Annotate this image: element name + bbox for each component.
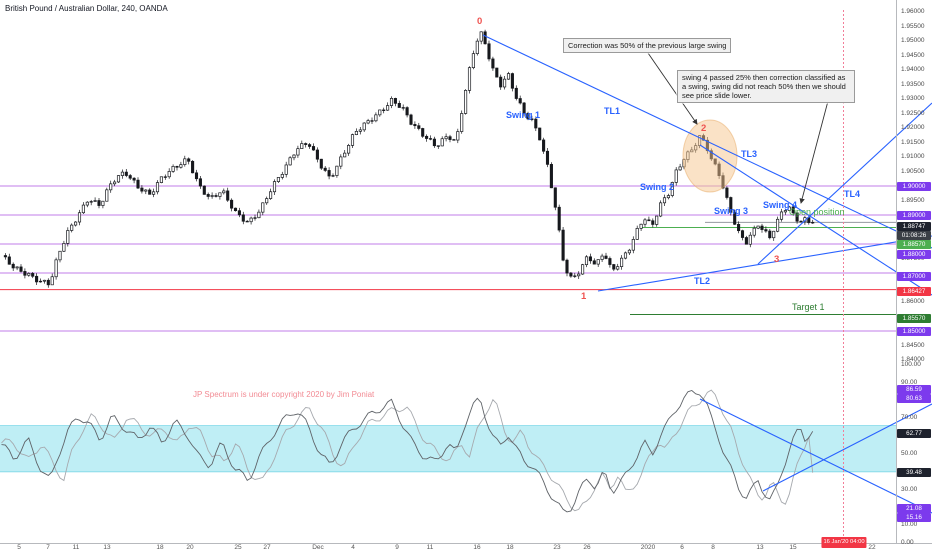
price-axis-label: 1.89500 (901, 196, 925, 204)
chart-annotation-label[interactable]: Target 1 (792, 302, 825, 312)
chart-annotation-label[interactable]: Swing 4 (763, 200, 798, 210)
price-axis-badge: 1.85570 (897, 313, 931, 323)
chart-annotation-label[interactable]: Swing 1 (506, 110, 541, 120)
price-axis-badge: 1.88570 (897, 239, 931, 249)
price-axis-label: 1.93500 (901, 80, 925, 88)
time-axis-label: 16 (473, 544, 481, 550)
price-axis-badge: 1.88747 (897, 221, 931, 231)
price-axis-label: 1.90500 (901, 167, 925, 175)
time-axis-label: 7 (46, 544, 50, 550)
time-axis-label: 22 (868, 544, 876, 550)
indicator-axis-label: 10.00 (901, 521, 918, 529)
time-axis-label: 9 (395, 544, 399, 550)
time-axis-label: 18 (156, 544, 164, 550)
price-axis-label: 1.86000 (901, 298, 925, 305)
time-axis-label: 8 (711, 544, 715, 550)
chart-annotation-label[interactable]: 1 (581, 291, 587, 302)
indicator-axis-label: 0.00 (901, 539, 914, 546)
chart-annotation-label[interactable]: TL3 (741, 149, 758, 159)
indicator-band (0, 425, 896, 472)
price-axis-badge: 1.90000 (897, 181, 931, 191)
price-axis-label: 1.96000 (901, 8, 925, 15)
indicator-axis-label: 100.00 (901, 361, 921, 368)
indicator-line[interactable] (1, 389, 814, 513)
chart-annotation-label[interactable]: 2 (701, 123, 707, 134)
indicator-axis-label: 70.00 (901, 414, 918, 422)
price-axis-badge: 01:08:26 (897, 230, 931, 240)
price-axis-badge: 80.63 (897, 393, 931, 403)
trend-line[interactable] (757, 102, 932, 265)
indicator-axis-label: 90.00 (901, 378, 918, 386)
price-axis-badge: 1.88000 (897, 249, 931, 259)
chart-annotation-label[interactable]: JP Spectrum is under copyright 2020 by J… (193, 390, 375, 399)
price-axis-badge: 62.77 (897, 428, 931, 438)
symbol-title: British Pound / Australian Dollar, 240, … (5, 4, 168, 13)
time-axis-date-badge: 16 Jan'20 04:00 (821, 537, 867, 548)
time-axis-label: 27 (263, 544, 271, 550)
time-axis-label: 26 (583, 544, 591, 550)
price-axis-label: 1.93000 (901, 95, 925, 102)
chart-annotation-label[interactable]: TL1 (604, 106, 621, 116)
price-axis-badge: 1.86427 (897, 286, 931, 296)
candlestick-series[interactable] (3, 29, 815, 288)
time-axis-label: 5 (17, 544, 21, 550)
chart-annotation-label[interactable]: 3 (774, 254, 780, 265)
price-axis-badge: 15.16 (897, 512, 931, 522)
annotation-note-correction[interactable]: Correction was 50% of the previous large… (563, 38, 732, 53)
trend-line[interactable] (699, 398, 932, 514)
time-axis-label: 15 (789, 544, 797, 550)
time-axis-label: 4 (351, 544, 355, 550)
trend-line[interactable] (699, 144, 932, 296)
indicator-axis-label: 30.00 (901, 485, 918, 493)
time-axis-label: 13 (103, 544, 111, 550)
price-axis-badge: 21.08 (897, 503, 931, 513)
price-axis-badge: 1.89000 (897, 210, 931, 220)
indicator-axis-label: 50.00 (901, 450, 918, 457)
price-axis-badge: 1.87000 (897, 271, 931, 281)
time-axis-label: 20 (186, 544, 194, 550)
time-axis-label: 13 (756, 544, 764, 550)
chart-annotation-label[interactable]: TL4 (844, 189, 861, 199)
time-axis-label: 18 (506, 544, 514, 550)
price-axis-badge: 39.48 (897, 467, 931, 477)
price-axis-label: 1.94500 (901, 51, 925, 59)
price-axis-label: 1.92000 (901, 124, 925, 131)
time-axis-label: 2020 (640, 544, 656, 550)
annotation-arrow (647, 52, 698, 125)
time-axis-label: Dec (312, 544, 324, 550)
chart-annotation-label[interactable]: Swing 3 (714, 206, 749, 216)
time-axis-label: 6 (680, 544, 684, 550)
chart-annotation-label[interactable]: Open position (789, 207, 845, 217)
price-axis-label: 1.84500 (901, 341, 925, 349)
time-axis-label: 25 (234, 544, 242, 550)
price-axis-label: 1.84000 (901, 356, 925, 363)
time-axis-label: 11 (426, 544, 434, 550)
annotation-arrow (799, 100, 829, 204)
price-axis-label: 1.95000 (901, 37, 925, 44)
highlight-ellipse[interactable] (682, 119, 738, 193)
price-axis-badge: 1.85000 (897, 326, 931, 336)
annotation-note-swing4[interactable]: swing 4 passed 25% then correction class… (677, 70, 855, 103)
time-axis-label: 11 (72, 544, 80, 550)
indicator-line[interactable] (1, 389, 814, 512)
chart-annotation-label[interactable]: Swing 2 (640, 182, 675, 192)
time-axis-label: 23 (553, 544, 561, 550)
trend-line[interactable] (762, 403, 932, 492)
price-axis-label: 1.91000 (901, 153, 925, 160)
trend-line[interactable] (597, 235, 932, 292)
price-axis-label: 1.91500 (901, 138, 925, 146)
chart-annotation-label[interactable]: 0 (477, 16, 483, 27)
price-axis-label: 1.92500 (901, 109, 925, 117)
trend-line[interactable] (482, 34, 932, 249)
chart-annotation-label[interactable]: TL2 (694, 276, 711, 286)
price-axis-label: 1.94000 (901, 66, 925, 73)
price-axis-badge: 86.59 (897, 384, 931, 394)
price-axis-label: 1.95500 (901, 22, 925, 30)
